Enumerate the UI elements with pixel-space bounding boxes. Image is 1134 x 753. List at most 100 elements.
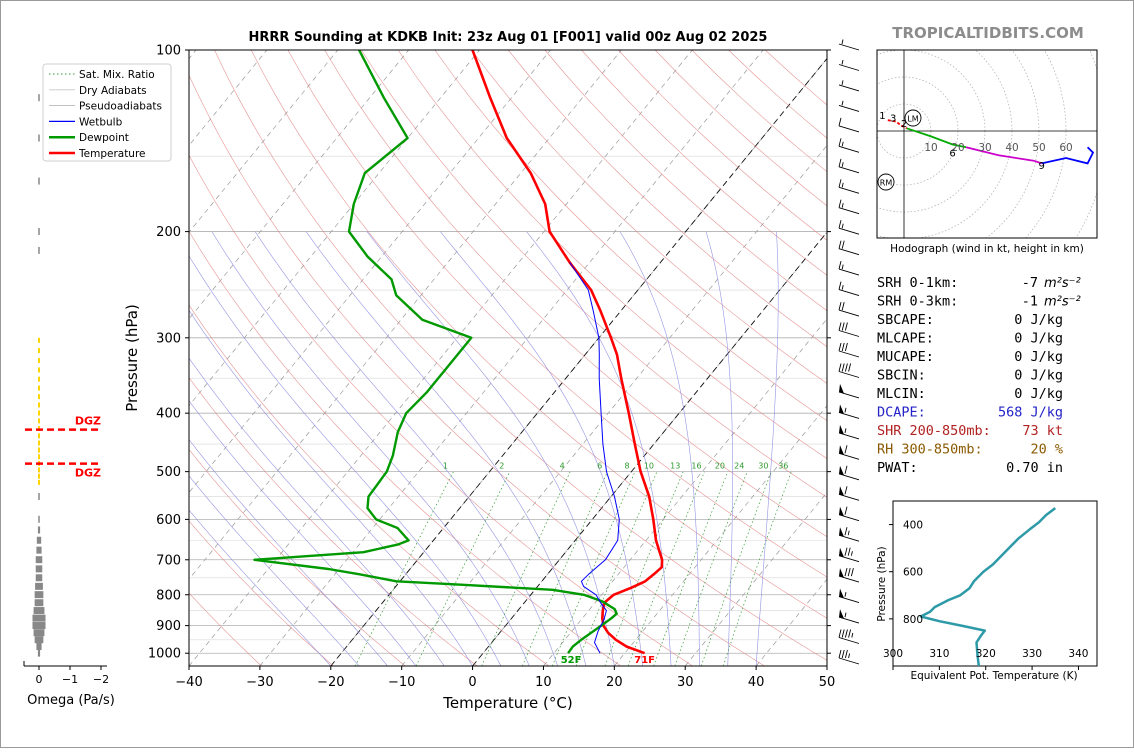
wind-barb-staff	[839, 44, 859, 50]
stat-unit: m²s⁻²	[1044, 276, 1081, 291]
wind-barb-staff	[839, 249, 859, 255]
hodograph-ring-label: 40	[1005, 142, 1018, 154]
omega-bar	[35, 583, 43, 590]
omega-bar	[36, 643, 41, 650]
y-tick-label: 1000	[148, 647, 181, 662]
mixing-ratio-line	[605, 472, 683, 666]
wind-barb-flag	[839, 445, 844, 455]
wind-barb-staff	[839, 658, 859, 664]
wind-barb-half	[842, 60, 843, 65]
wind-barb	[839, 101, 859, 112]
omega-bar	[38, 247, 40, 254]
stat-label: SBCIN:	[877, 368, 926, 384]
mixing-ratio-label: 2	[499, 462, 504, 471]
legend-label: Wetbulb	[79, 116, 123, 128]
wind-barb-full	[839, 343, 841, 351]
wind-barb	[839, 323, 859, 337]
wind-barb-staff	[839, 617, 859, 623]
y-tick-label: 300	[156, 331, 181, 346]
wind-barb-full	[839, 630, 841, 638]
wind-barb-staff	[839, 208, 859, 214]
wind-barb	[839, 179, 859, 193]
omega-bar	[37, 537, 41, 544]
stat-label: MUCAPE:	[877, 349, 934, 365]
mixing-ratio-line	[654, 472, 728, 666]
legend-label: Dewpoint	[79, 132, 129, 144]
mixing-ratio-label: 10	[644, 462, 654, 471]
wind-barb-full	[839, 118, 841, 126]
hodograph-height-label: 2	[901, 119, 907, 130]
pseudoadiabat	[756, 232, 778, 666]
wind-barb-full	[848, 548, 850, 556]
mixing-ratio-label: 13	[670, 462, 680, 471]
wind-barb-full	[839, 261, 841, 269]
hodograph-ring-label: 60	[1059, 142, 1072, 154]
theta-e-y-tick-label: 600	[903, 567, 923, 579]
omega-bar	[38, 178, 40, 185]
wind-barb-flag	[839, 425, 844, 435]
stat-label: RH 300-850mb:	[877, 442, 983, 458]
wind-barb	[839, 261, 859, 275]
wind-barb-half	[849, 654, 850, 659]
wind-barb-full	[845, 343, 847, 351]
wind-barb-staff	[839, 597, 859, 603]
wind-barb	[839, 445, 859, 459]
y-tick-label: 700	[156, 553, 181, 568]
stat-label: PWAT:	[877, 460, 918, 476]
theta-e-frame	[893, 501, 1097, 666]
mixing-ratio-line	[628, 472, 704, 666]
dewpoint-profile	[255, 50, 617, 653]
wind-barb-half	[845, 613, 846, 618]
y-tick-label: 400	[156, 407, 181, 422]
wind-barb-full	[842, 364, 844, 372]
wind-barb	[839, 486, 859, 500]
stat-value: 568 J/kg	[998, 405, 1063, 421]
wind-barb-full	[839, 364, 841, 372]
mixing-ratio-line	[576, 472, 657, 666]
stat-value: 0 J/kg	[1014, 368, 1063, 384]
wind-barb	[839, 404, 859, 418]
wind-barb-staff	[839, 126, 859, 132]
mixing-ratio-label: 1	[443, 462, 448, 471]
stat-value: 0 J/kg	[1014, 312, 1063, 328]
omega-bar	[38, 650, 40, 657]
wind-barb	[839, 630, 859, 644]
x-tick-label: 0	[468, 675, 476, 690]
wind-barb-staff	[839, 638, 859, 644]
wind-barb-full	[839, 220, 841, 228]
pseudoadiabat	[440, 232, 642, 666]
wind-barb-half	[842, 40, 843, 45]
x-tick-label: 10	[535, 675, 552, 690]
wind-barb	[839, 568, 859, 582]
wind-barb-full	[842, 241, 844, 249]
wind-barb-flag	[839, 589, 844, 599]
theta-e-y-tick-label: 400	[903, 520, 923, 532]
wind-barb-full	[849, 630, 851, 638]
x-tick-label: −10	[388, 675, 415, 690]
pseudoadiabat	[175, 232, 501, 666]
pseudoadiabat	[367, 232, 614, 666]
wind-barb-half	[842, 80, 843, 85]
x-axis-label: Temperature (°C)	[442, 694, 572, 712]
mixing-ratio-line	[675, 472, 747, 666]
wind-barb-staff	[839, 515, 859, 521]
mixing-ratio-label: 30	[758, 462, 768, 471]
mixing-ratio-line	[482, 472, 571, 666]
wind-barb-flag	[839, 466, 844, 476]
theta-e-y-axis-label: Pressure (hPa)	[876, 546, 888, 621]
omega-bar	[36, 565, 43, 572]
wind-barb	[839, 384, 859, 398]
legend-label: Temperature	[78, 148, 146, 160]
wind-barb-staff	[839, 535, 859, 541]
stat-value: 0 J/kg	[1014, 349, 1063, 365]
wind-barb-staff	[839, 372, 859, 378]
hodograph-height-label: 3	[890, 114, 896, 125]
hodograph-ring-label: 30	[978, 142, 991, 154]
dry-adiabat	[215, 50, 837, 666]
wind-barb-half	[842, 285, 843, 290]
wind-barb	[839, 118, 859, 132]
